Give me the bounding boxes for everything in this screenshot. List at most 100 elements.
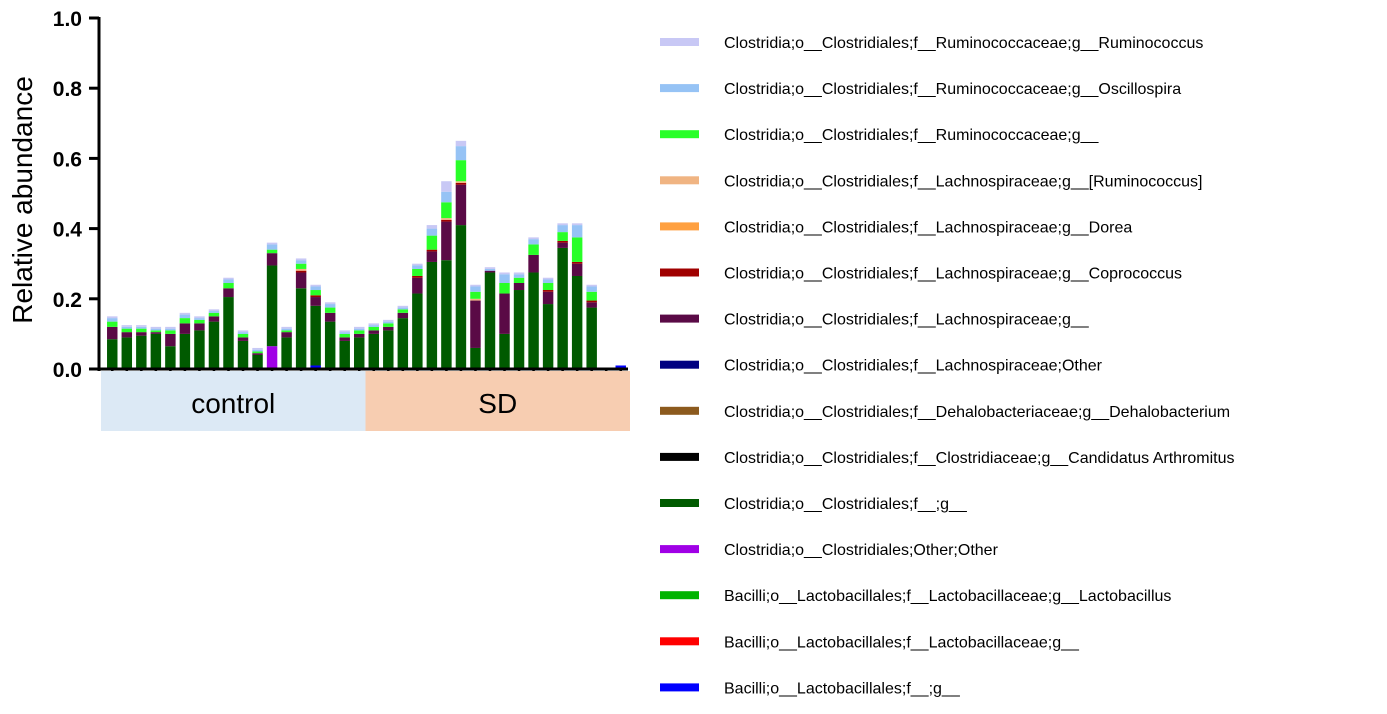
bar-segment-2-4 bbox=[136, 336, 146, 369]
bar-segment-32-8 bbox=[572, 264, 582, 276]
bar-segment-22-4 bbox=[427, 262, 437, 369]
bar-segment-0-14 bbox=[107, 316, 117, 318]
bar-segment-20-12 bbox=[398, 309, 408, 313]
bar-segment-17-4 bbox=[354, 337, 364, 369]
bar-segment-23-13 bbox=[441, 192, 451, 203]
group-label: SD bbox=[478, 388, 517, 419]
bar-segment-24-12 bbox=[456, 160, 466, 181]
bar-segment-25-4 bbox=[470, 348, 480, 369]
legend-entry: Bacilli;o__Lactobacillales;f__Lactobacil… bbox=[724, 588, 1171, 605]
bar-segment-33-8 bbox=[586, 302, 596, 307]
bar-segment-10-8 bbox=[252, 353, 262, 355]
bar-segment-24-13 bbox=[456, 146, 466, 160]
bar-segment-27-13 bbox=[499, 274, 509, 283]
bar-segment-28-12 bbox=[514, 278, 524, 283]
y-tick-label: 0.6 bbox=[53, 148, 82, 171]
bar-segment-27-4 bbox=[499, 334, 509, 369]
bar-segment-15-4 bbox=[325, 322, 335, 369]
bar-segment-21-4 bbox=[412, 294, 422, 369]
bar-segment-21-13 bbox=[412, 265, 422, 269]
bar-segment-9-12 bbox=[238, 334, 248, 338]
bar-segment-30-8 bbox=[543, 292, 553, 304]
bar-segment-23-9 bbox=[441, 220, 451, 222]
legend-entry: Clostridia;o__Clostridiales;f__;g__ bbox=[724, 496, 968, 513]
bar-segment-32-14 bbox=[572, 223, 582, 225]
bar-segment-31-14 bbox=[557, 223, 567, 225]
bar-segment-18-4 bbox=[369, 334, 379, 369]
legend-entry: Clostridia;o__Clostridiales;f__Clostridi… bbox=[724, 450, 1234, 467]
bar-segment-28-13 bbox=[514, 274, 524, 278]
bar-segment-20-8 bbox=[398, 313, 408, 318]
bar-segment-18-13 bbox=[369, 325, 379, 327]
bar-segment-30-14 bbox=[543, 278, 553, 280]
bar-segment-17-12 bbox=[354, 330, 364, 334]
legend-entry: Bacilli;o__Lactobacillales;f__;g__ bbox=[724, 680, 961, 697]
legend-swatch bbox=[660, 176, 699, 184]
bar-segment-18-14 bbox=[369, 323, 379, 325]
bar-segment-6-14 bbox=[194, 316, 204, 318]
bar-segment-28-8 bbox=[514, 283, 524, 290]
bar-segment-8-8 bbox=[223, 288, 233, 297]
legend-swatch bbox=[660, 269, 699, 277]
bar-segment-23-12 bbox=[441, 202, 451, 218]
bar-segment-27-8 bbox=[499, 294, 509, 334]
bar-segment-3-13 bbox=[151, 329, 161, 331]
bar-segment-31-13 bbox=[557, 225, 567, 232]
bar-segment-30-9 bbox=[543, 290, 553, 292]
legend-swatch bbox=[660, 84, 699, 92]
bar-segment-13-4 bbox=[296, 288, 306, 369]
bar-segment-7-13 bbox=[209, 311, 219, 313]
group-label: control bbox=[191, 388, 275, 419]
bar-segment-8-4 bbox=[223, 297, 233, 369]
bar-segment-14-9 bbox=[310, 295, 320, 297]
bar-segment-16-8 bbox=[339, 337, 349, 341]
bar-segment-18-8 bbox=[369, 330, 379, 334]
bar-segment-3-14 bbox=[151, 327, 161, 329]
bar-segment-10-12 bbox=[252, 351, 262, 353]
bar-segment-30-12 bbox=[543, 283, 553, 290]
bar-segment-13-11 bbox=[296, 269, 306, 271]
bar-segment-14-8 bbox=[310, 297, 320, 306]
bar-segment-16-12 bbox=[339, 334, 349, 338]
bar-segment-3-4 bbox=[151, 334, 161, 369]
bar-segment-17-8 bbox=[354, 334, 364, 338]
bar-segment-4-4 bbox=[165, 346, 175, 369]
bar-segment-16-13 bbox=[339, 332, 349, 334]
bar-segment-12-13 bbox=[281, 329, 291, 331]
bar-segment-9-8 bbox=[238, 337, 248, 341]
bar-segment-23-4 bbox=[441, 260, 451, 369]
bar-segment-23-14 bbox=[441, 181, 451, 192]
bar-segment-32-12 bbox=[572, 237, 582, 262]
bar-segment-31-9 bbox=[557, 241, 567, 243]
bar-segment-16-4 bbox=[339, 341, 349, 369]
bar-segment-19-4 bbox=[383, 330, 393, 369]
bar-segment-24-14 bbox=[456, 141, 466, 146]
bar-segment-29-8 bbox=[528, 255, 538, 273]
bar-segment-14-14 bbox=[310, 285, 320, 287]
bar-segment-4-12 bbox=[165, 330, 175, 334]
bar-segment-26-8 bbox=[485, 271, 495, 273]
bar-segment-22-13 bbox=[427, 229, 437, 236]
legend-swatch bbox=[660, 407, 699, 415]
bar-segment-29-14 bbox=[528, 237, 538, 239]
bar-segment-5-13 bbox=[180, 315, 190, 319]
bar-segment-29-13 bbox=[528, 239, 538, 244]
legend: Clostridia;o__Clostridiales;f__Ruminococ… bbox=[660, 35, 1234, 697]
legend-swatch bbox=[660, 637, 699, 645]
bar-segment-3-12 bbox=[151, 330, 161, 332]
bar-segment-31-4 bbox=[557, 248, 567, 369]
bar-segment-1-13 bbox=[122, 327, 132, 329]
bar-segment-11-4 bbox=[267, 265, 277, 346]
bar-segment-7-14 bbox=[209, 309, 219, 311]
bar-segment-15-14 bbox=[325, 302, 335, 304]
bar-segment-10-4 bbox=[252, 355, 262, 369]
legend-swatch bbox=[660, 38, 699, 46]
bars-layer bbox=[107, 141, 626, 369]
y-tick-label: 0.8 bbox=[53, 78, 83, 101]
bar-segment-27-12 bbox=[499, 283, 509, 294]
bar-segment-5-12 bbox=[180, 318, 190, 323]
bar-segment-22-8 bbox=[427, 251, 437, 262]
bar-segment-4-14 bbox=[165, 327, 175, 329]
plot-area: 0.0 0.2 0.4 0.6 0.8 1.0 bbox=[53, 8, 628, 382]
